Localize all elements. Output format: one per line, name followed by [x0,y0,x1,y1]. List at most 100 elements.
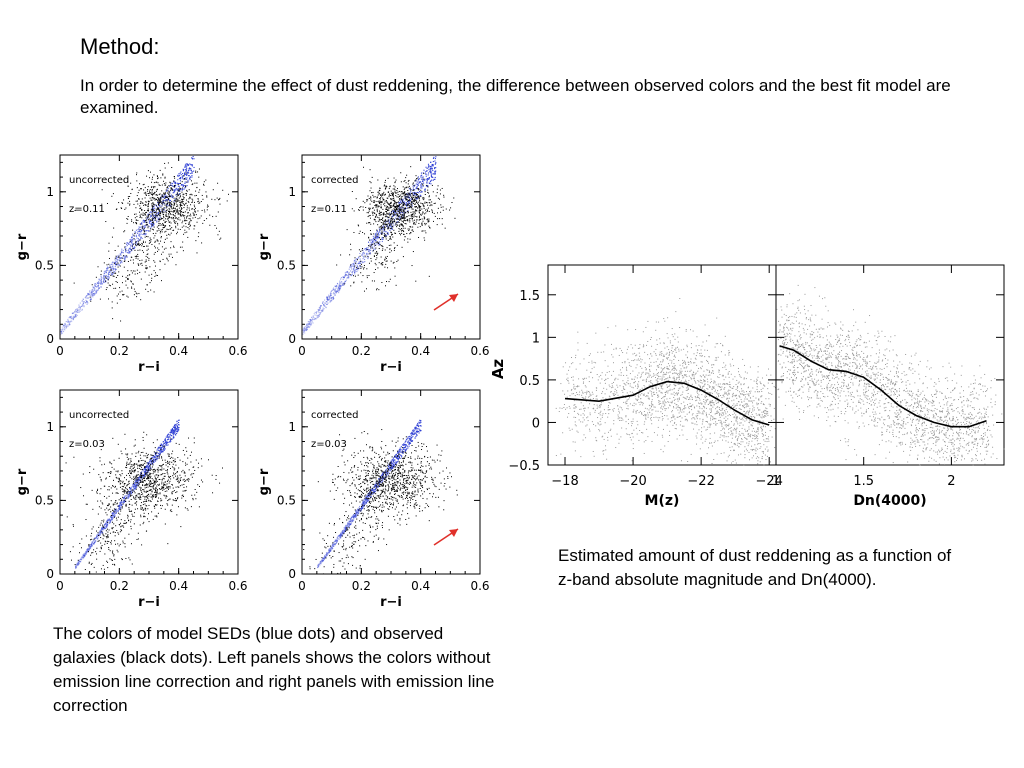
model-point [82,303,84,305]
observed-point [387,220,389,222]
observed-point [175,211,177,213]
model-point [430,183,432,185]
model-point [123,500,125,502]
model-point [365,249,367,251]
observed-point [378,289,380,291]
model-point [81,305,83,307]
model-point [322,302,324,304]
model-point [371,239,373,241]
observed-point [380,207,382,209]
observed-point [381,233,383,235]
observed-point [392,213,394,215]
observed-point [178,217,180,219]
model-point [120,501,122,503]
observed-point [381,227,383,229]
model-point [332,298,334,300]
model-point [129,488,132,490]
observed-point [158,209,160,211]
model-point [373,239,375,242]
model-point [106,276,108,278]
observed-point [373,200,375,202]
model-point [161,444,163,446]
observed-point [156,240,158,242]
model-point [121,503,123,505]
observed-point [172,213,174,215]
observed-point [176,217,178,219]
observed-point [166,215,168,217]
model-point [76,308,78,310]
model-point [158,449,160,452]
model-point [122,251,124,253]
observed-point [424,224,426,226]
observed-point [170,187,172,189]
observed-point [143,251,145,253]
observed-point [402,217,404,219]
observed-point [411,203,413,205]
observed-point [179,210,181,212]
model-point [93,293,95,296]
observed-point [125,276,127,278]
model-point [144,226,146,228]
model-point [119,502,121,504]
model-point [110,516,112,518]
model-point [130,245,132,247]
model-point [130,492,133,494]
observed-point [188,215,190,217]
model-point [88,549,90,551]
observed-point [197,210,199,212]
model-point [75,314,77,316]
model-point [84,552,86,554]
observed-point [393,249,395,251]
model-point [143,220,145,222]
model-point [376,230,378,232]
observed-point [161,211,163,213]
model-point [309,323,311,325]
model-point [105,523,107,525]
model-point [151,222,153,224]
observed-point [421,222,423,224]
observed-point [426,208,428,210]
observed-point [159,193,161,195]
model-point [184,173,186,175]
observed-point [151,193,153,195]
model-point [139,230,141,232]
model-point [315,312,317,314]
observed-point [416,194,418,196]
observed-point [418,188,420,190]
model-point [108,277,111,279]
observed-point [106,287,108,289]
model-point [124,248,126,250]
model-point [64,325,66,327]
model-point [81,300,83,302]
observed-point [362,231,364,233]
model-point [305,327,307,329]
observed-point [168,196,170,198]
model-point [342,284,344,286]
model-point [166,202,168,204]
model-point [179,172,181,174]
model-point [304,329,306,331]
observed-point [387,191,389,193]
observed-point [151,277,153,279]
model-point [304,328,306,330]
model-point [96,538,98,540]
observed-point [391,194,393,196]
observed-point [115,281,117,283]
model-point [331,289,333,291]
model-point [346,274,348,276]
model-point [159,216,161,218]
observed-point [147,189,149,191]
observed-point [135,200,137,202]
observed-point [424,209,426,211]
model-point [422,172,424,174]
model-point [71,320,73,323]
model-point [376,243,378,245]
observed-point [426,184,428,186]
observed-point [390,202,392,204]
model-point [126,243,128,246]
observed-point [155,272,157,274]
model-point [86,551,88,553]
model-point [168,185,170,187]
observed-point [422,184,424,186]
model-point [105,274,107,276]
